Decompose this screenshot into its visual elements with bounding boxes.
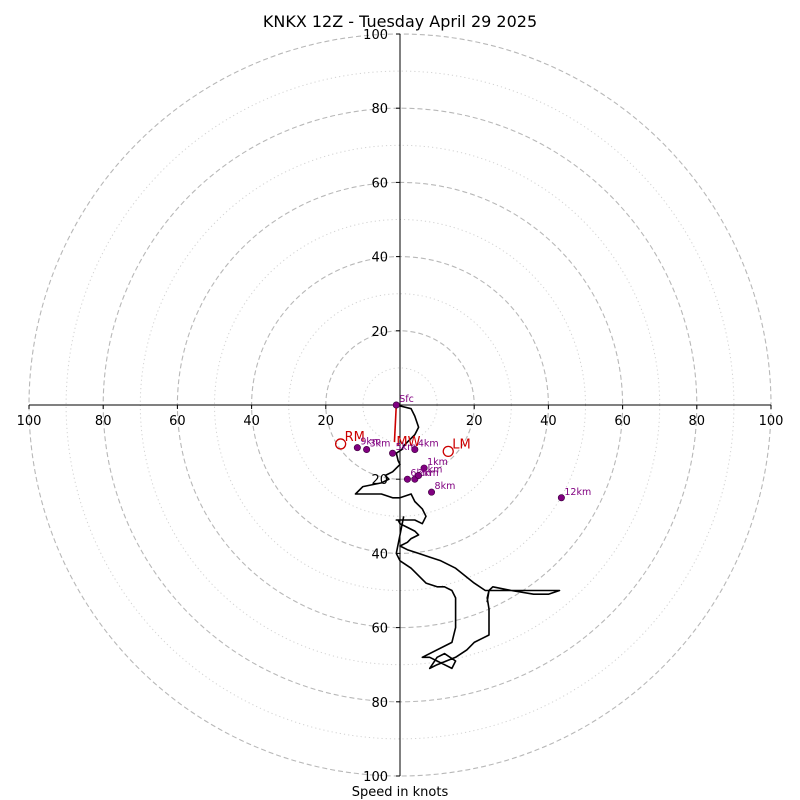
hodograph-line: [354, 404, 561, 670]
y-tick-label: 60: [371, 176, 388, 191]
height-marker: [389, 449, 397, 457]
y-tick-label: 40: [371, 251, 388, 266]
height-label: 12km: [564, 487, 591, 498]
x-tick-label: 80: [95, 414, 112, 429]
y-tick-label: 80: [371, 696, 388, 711]
y-tick-label: 80: [371, 102, 388, 117]
y-tick-label: 20: [371, 325, 388, 340]
rm-marker: [334, 438, 347, 450]
y-tick-label: 40: [371, 547, 388, 562]
y-tick-label: 100: [363, 770, 388, 785]
height-marker: [420, 464, 428, 472]
mean-wind-vector: [393, 404, 398, 443]
x-tick-label: 20: [466, 414, 483, 429]
height-label: 8km: [435, 481, 456, 492]
height-marker: [363, 446, 371, 454]
chart-title: KNKX 12Z - Tuesday April 29 2025: [263, 12, 537, 31]
height-label: 4km: [418, 439, 439, 450]
x-tick-label: 20: [318, 414, 335, 429]
x-tick-label: 100: [17, 414, 42, 429]
height-marker: [353, 444, 361, 452]
height-marker: [411, 446, 419, 454]
x-axis-caption: Speed in knots: [352, 785, 449, 800]
height-label: 3km: [370, 439, 391, 450]
height-label: 9km: [360, 437, 381, 448]
x-tick-label: 100: [759, 414, 784, 429]
height-label: Sfc: [399, 394, 414, 405]
rm-label: RM: [345, 430, 365, 445]
height-marker: [428, 488, 436, 496]
x-tick-label: 60: [614, 414, 631, 429]
height-label: 5km: [396, 442, 417, 453]
hodograph-trace: [354, 404, 561, 670]
x-tick-label: 80: [689, 414, 706, 429]
height-label: 7km: [422, 464, 443, 475]
x-tick-label: 40: [540, 414, 557, 429]
height-marker: [403, 475, 411, 483]
height-markers: Sfc1km2km3km4km5km6km7km8km9km12km: [353, 394, 591, 502]
x-tick-label: 40: [243, 414, 260, 429]
height-marker: [392, 401, 400, 409]
height-marker: [557, 494, 565, 502]
y-tick-label: 60: [371, 622, 388, 637]
axes: [29, 34, 771, 776]
height-label: 1km: [427, 457, 448, 468]
lm-marker: [442, 445, 454, 458]
height-label: 2km: [418, 468, 439, 479]
lm-label: LM: [452, 437, 470, 452]
x-tick-label: 60: [169, 414, 186, 429]
height-marker: [415, 471, 423, 479]
tick-labels: 100 80 60 40 20 20 40 60 80 100100806040202040608…: [17, 28, 784, 785]
y-tick-label: 100: [363, 28, 388, 43]
